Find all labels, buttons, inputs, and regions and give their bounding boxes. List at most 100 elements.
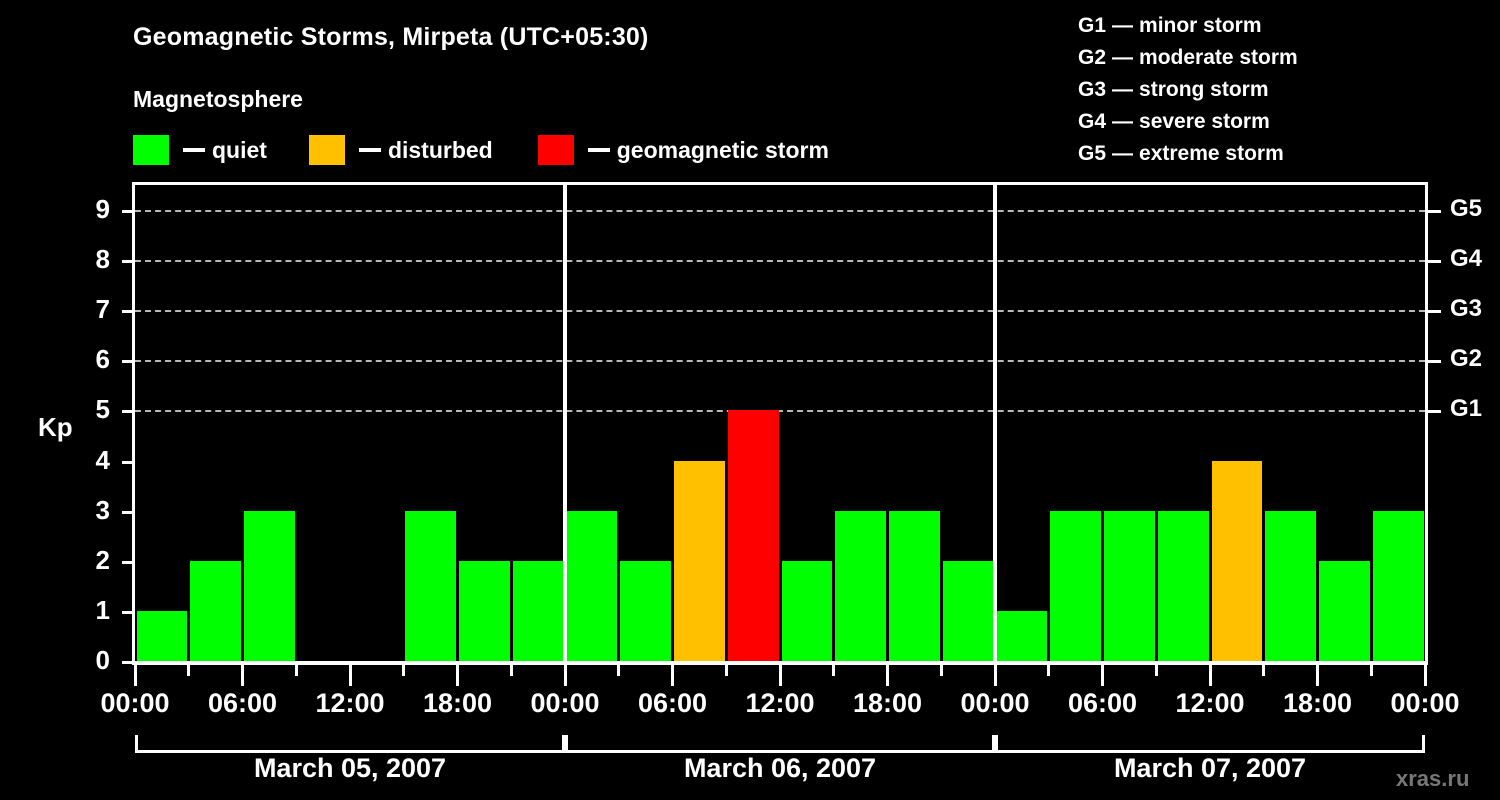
day-bracket-3 <box>995 735 1425 753</box>
legend-dash-icon <box>358 148 381 152</box>
bar-kp <box>835 510 886 661</box>
g-emdash: — <box>1112 78 1134 101</box>
storm-legend: geomagnetic storm <box>537 133 829 167</box>
quiet-legend-label: quiet <box>212 136 267 163</box>
x-tick-label: 18:00 <box>1282 688 1353 718</box>
plot-inner <box>135 185 1425 661</box>
x-tick-major <box>886 664 889 686</box>
y-tick-label-4: 4 <box>95 444 110 475</box>
g-tick-mark-g4 <box>1428 260 1441 264</box>
x-tick-minor <box>832 664 836 676</box>
gridline-kp-9 <box>135 210 1425 213</box>
bar-kp <box>1211 460 1263 661</box>
gridline-kp-5 <box>135 410 1425 413</box>
bar-kp <box>136 610 188 661</box>
bar-kp <box>244 510 295 661</box>
disturbed-legend-label: disturbed <box>387 136 493 163</box>
page-title: Geomagnetic Storms, Mirpeta (UTC+05:30) <box>133 23 649 51</box>
x-tick-label: 06:00 <box>1067 688 1138 718</box>
g-code-label: G4 <box>1078 110 1107 133</box>
bar-kp <box>1157 510 1209 661</box>
x-tick-minor <box>187 664 191 676</box>
x-tick-major <box>456 664 459 686</box>
x-tick-major <box>1101 664 1104 686</box>
x-tick-minor <box>294 664 298 676</box>
x-tick-label: 00:00 <box>530 688 600 718</box>
color-legend: quiet disturbed geomagnetic storm <box>133 133 829 167</box>
storm-legend-swatch <box>537 135 574 165</box>
g-tick-label-g4: G4 <box>1450 245 1483 273</box>
x-tick-label: 00:00 <box>1390 688 1460 718</box>
bar-kp <box>996 610 1048 661</box>
gridline-kp-7 <box>135 310 1425 313</box>
date-label-3: March 07, 2007 <box>1113 753 1307 783</box>
g-legend-row-g4: G4— severe storm <box>1078 110 1298 142</box>
x-tick-minor <box>1369 664 1373 676</box>
day-bracket-2 <box>565 735 995 753</box>
y-tick-label-8: 8 <box>95 244 110 275</box>
day-bracket-1 <box>135 735 565 753</box>
g-code-label: G3 <box>1078 78 1107 101</box>
x-tick-minor <box>402 664 406 676</box>
date-label-2: March 06, 2007 <box>683 753 877 783</box>
y-tick-mark-8 <box>122 260 133 264</box>
g-emdash: — <box>1112 46 1134 69</box>
y-tick-mark-0 <box>122 661 133 664</box>
bar-kp <box>781 560 833 661</box>
chart-subtitle: Magnetosphere <box>133 86 303 112</box>
g-legend-row-g5: G5— extreme storm <box>1078 142 1298 174</box>
g-code-label: G5 <box>1078 142 1107 165</box>
x-tick-label: 12:00 <box>745 688 815 718</box>
g-tick-label-g2: G2 <box>1450 345 1483 373</box>
y-tick-label-3: 3 <box>95 494 110 525</box>
x-tick-label: 00:00 <box>960 688 1030 718</box>
x-tick-label: 06:00 <box>637 688 708 718</box>
y-tick-label-2: 2 <box>95 544 110 575</box>
g-tick-label-g1: G1 <box>1450 395 1483 423</box>
x-tick-major <box>778 664 782 686</box>
g-code-label: G1 <box>1078 14 1107 37</box>
x-tick-label: 00:00 <box>100 688 170 718</box>
g-description-label: severe storm <box>1139 110 1270 133</box>
x-tick-label: 12:00 <box>1175 688 1245 718</box>
x-tick-label: 12:00 <box>315 688 385 718</box>
y-tick-mark-5 <box>122 410 133 414</box>
g-legend-row-g1: G1— minor storm <box>1078 14 1298 46</box>
g-tick-mark-g3 <box>1428 310 1441 314</box>
y-tick-label-1: 1 <box>95 594 110 625</box>
y-tick-label-5: 5 <box>95 394 110 425</box>
bar-kp <box>1265 510 1316 661</box>
g-tick-mark-g5 <box>1428 210 1441 214</box>
g-code-label: G2 <box>1078 46 1107 69</box>
bar-kp <box>1050 510 1101 661</box>
y-axis-title: Kp <box>38 412 73 442</box>
x-tick-major <box>1423 664 1427 686</box>
g-legend-row-g2: G2— moderate storm <box>1078 46 1298 78</box>
bar-kp <box>1104 510 1155 661</box>
g-description-label: extreme storm <box>1139 142 1284 165</box>
bar-kp <box>405 510 456 661</box>
x-tick-minor <box>939 664 943 676</box>
day-divider-2 <box>993 185 997 661</box>
y-tick-mark-9 <box>122 210 133 214</box>
x-tick-minor <box>509 664 513 676</box>
g-tick-mark-g1 <box>1428 410 1441 414</box>
x-tick-major <box>241 664 244 686</box>
g-tick-label-g5: G5 <box>1450 195 1483 223</box>
x-tick-major <box>563 664 567 686</box>
bar-kp <box>459 560 510 661</box>
x-tick-major <box>348 664 352 686</box>
g-description-label: strong storm <box>1139 78 1269 101</box>
bar-kp <box>942 560 994 661</box>
g-legend-row-g3: G3— strong storm <box>1078 78 1298 110</box>
day-divider-1 <box>563 185 567 661</box>
bar-kp <box>674 460 725 661</box>
quiet-legend-swatch <box>133 135 169 165</box>
bar-kp <box>727 410 779 661</box>
bar-kp <box>190 560 241 661</box>
x-tick-minor <box>724 664 728 676</box>
g-emdash: — <box>1112 142 1134 165</box>
x-tick-minor <box>1047 664 1051 676</box>
x-tick-minor <box>1262 664 1266 676</box>
